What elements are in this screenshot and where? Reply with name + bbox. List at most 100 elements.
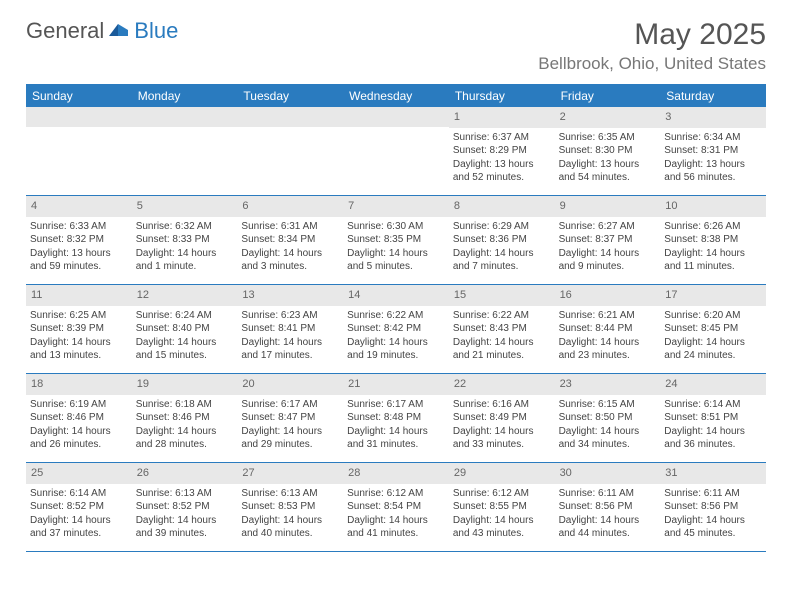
sunset-line: Sunset: 8:34 PM: [241, 233, 339, 247]
day-cell: 29 Sunrise: 6:12 AMSunset: 8:55 PMDayligh…: [449, 463, 555, 551]
day-info: Sunrise: 6:26 AMSunset: 8:38 PMDaylight:…: [664, 220, 762, 274]
daylight-line: Daylight: 14 hours and 19 minutes.: [347, 336, 445, 363]
sunset-line: Sunset: 8:48 PM: [347, 411, 445, 425]
day-number: 18: [26, 374, 132, 395]
daylight-line: Daylight: 14 hours and 43 minutes.: [453, 514, 551, 541]
week-row: 1Sunrise: 6:37 AMSunset: 8:29 PMDaylight…: [26, 107, 766, 196]
day-number: 1: [449, 107, 555, 128]
sunrise-line: Sunrise: 6:33 AM: [30, 220, 128, 234]
day-number: 28: [343, 463, 449, 484]
week-row: 4Sunrise: 6:33 AMSunset: 8:32 PMDaylight…: [26, 196, 766, 285]
sunrise-line: Sunrise: 6:25 AM: [30, 309, 128, 323]
day-cell: 14Sunrise: 6:22 AMSunset: 8:42 PMDayligh…: [343, 285, 449, 373]
day-cell: [237, 107, 343, 195]
day-number: 4: [26, 196, 132, 217]
location-text: Bellbrook, Ohio, United States: [538, 54, 766, 74]
day-cell: 9Sunrise: 6:27 AMSunset: 8:37 PMDaylight…: [555, 196, 661, 284]
day-info: Sunrise: 6:32 AMSunset: 8:33 PMDaylight:…: [136, 220, 234, 274]
day-cell: 4 Sunrise: 6:33 AMSunset: 8:32 PMDaylight…: [26, 196, 132, 284]
day-cell: 15Sunrise: 6:22 AMSunset: 8:43 PMDayligh…: [449, 285, 555, 373]
sunrise-line: Sunrise: 6:30 AM: [347, 220, 445, 234]
day-info: Sunrise: 6:33 AMSunset: 8:32 PMDaylight:…: [30, 220, 128, 274]
sunrise-line: Sunrise: 6:13 AM: [136, 487, 234, 501]
day-number: 30: [555, 463, 661, 484]
daylight-line: Daylight: 14 hours and 21 minutes.: [453, 336, 551, 363]
sunrise-line: Sunrise: 6:31 AM: [241, 220, 339, 234]
weekday-label: Thursday: [449, 85, 555, 107]
day-number: 21: [343, 374, 449, 395]
sunrise-line: Sunrise: 6:13 AM: [241, 487, 339, 501]
sunrise-line: Sunrise: 6:22 AM: [453, 309, 551, 323]
logo: General Blue: [26, 18, 178, 44]
day-info: Sunrise: 6:12 AMSunset: 8:54 PMDaylight:…: [347, 487, 445, 541]
day-info: Sunrise: 6:14 AMSunset: 8:52 PMDaylight:…: [30, 487, 128, 541]
daylight-line: Daylight: 14 hours and 29 minutes.: [241, 425, 339, 452]
day-info: Sunrise: 6:22 AMSunset: 8:43 PMDaylight:…: [453, 309, 551, 363]
day-cell: 25Sunrise: 6:14 AMSunset: 8:52 PMDayligh…: [26, 463, 132, 551]
day-number: 5: [132, 196, 238, 217]
daylight-line: Daylight: 14 hours and 44 minutes.: [559, 514, 657, 541]
day-cell: 2 Sunrise: 6:35 AMSunset: 8:30 PMDaylight…: [555, 107, 661, 195]
day-cell: 10 Sunrise: 6:26 AMSunset: 8:38 PMDayligh…: [660, 196, 766, 284]
sunset-line: Sunset: 8:56 PM: [664, 500, 762, 514]
day-info: Sunrise: 6:13 AMSunset: 8:53 PMDaylight:…: [241, 487, 339, 541]
day-info: Sunrise: 6:15 AMSunset: 8:50 PMDaylight:…: [559, 398, 657, 452]
day-cell: 1Sunrise: 6:37 AMSunset: 8:29 PMDaylight…: [449, 107, 555, 195]
sunset-line: Sunset: 8:44 PM: [559, 322, 657, 336]
day-info: Sunrise: 6:11 AMSunset: 8:56 PMDaylight:…: [664, 487, 762, 541]
day-number: 12: [132, 285, 238, 306]
sunset-line: Sunset: 8:40 PM: [136, 322, 234, 336]
daylight-line: Daylight: 14 hours and 7 minutes.: [453, 247, 551, 274]
day-cell: 30 Sunrise: 6:11 AMSunset: 8:56 PMDayligh…: [555, 463, 661, 551]
day-info: Sunrise: 6:35 AMSunset: 8:30 PMDaylight:…: [559, 131, 657, 185]
logo-text-blue: Blue: [134, 18, 178, 44]
day-cell: 28 Sunrise: 6:12 AMSunset: 8:54 PMDayligh…: [343, 463, 449, 551]
day-cell: 11Sunrise: 6:25 AMSunset: 8:39 PMDayligh…: [26, 285, 132, 373]
day-number: 22: [449, 374, 555, 395]
daylight-line: Daylight: 14 hours and 26 minutes.: [30, 425, 128, 452]
calendar-grid: SundayMondayTuesdayWednesdayThursdayFrid…: [26, 84, 766, 552]
sunrise-line: Sunrise: 6:34 AM: [664, 131, 762, 145]
day-number: 27: [237, 463, 343, 484]
day-number: 3: [660, 107, 766, 128]
daylight-line: Daylight: 14 hours and 24 minutes.: [664, 336, 762, 363]
sunset-line: Sunset: 8:33 PM: [136, 233, 234, 247]
sunset-line: Sunset: 8:42 PM: [347, 322, 445, 336]
sunrise-line: Sunrise: 6:14 AM: [664, 398, 762, 412]
day-info: Sunrise: 6:13 AMSunset: 8:52 PMDaylight:…: [136, 487, 234, 541]
daylight-line: Daylight: 13 hours and 56 minutes.: [664, 158, 762, 185]
day-number: 16: [555, 285, 661, 306]
sunset-line: Sunset: 8:56 PM: [559, 500, 657, 514]
sunset-line: Sunset: 8:50 PM: [559, 411, 657, 425]
sunrise-line: Sunrise: 6:19 AM: [30, 398, 128, 412]
daylight-line: Daylight: 14 hours and 45 minutes.: [664, 514, 762, 541]
sunrise-line: Sunrise: 6:17 AM: [347, 398, 445, 412]
day-info: Sunrise: 6:11 AMSunset: 8:56 PMDaylight:…: [559, 487, 657, 541]
day-cell: 8Sunrise: 6:29 AMSunset: 8:36 PMDaylight…: [449, 196, 555, 284]
day-number: 17: [660, 285, 766, 306]
daylight-line: Daylight: 14 hours and 36 minutes.: [664, 425, 762, 452]
day-info: Sunrise: 6:23 AMSunset: 8:41 PMDaylight:…: [241, 309, 339, 363]
day-cell: 5 Sunrise: 6:32 AMSunset: 8:33 PMDaylight…: [132, 196, 238, 284]
daylight-line: Daylight: 14 hours and 37 minutes.: [30, 514, 128, 541]
sunset-line: Sunset: 8:43 PM: [453, 322, 551, 336]
sunset-line: Sunset: 8:32 PM: [30, 233, 128, 247]
sunrise-line: Sunrise: 6:11 AM: [664, 487, 762, 501]
empty-day-number: [26, 107, 132, 127]
day-number: 10: [660, 196, 766, 217]
sunset-line: Sunset: 8:30 PM: [559, 144, 657, 158]
sunrise-line: Sunrise: 6:12 AM: [453, 487, 551, 501]
day-cell: 17 Sunrise: 6:20 AMSunset: 8:45 PMDayligh…: [660, 285, 766, 373]
daylight-line: Daylight: 14 hours and 33 minutes.: [453, 425, 551, 452]
day-cell: [132, 107, 238, 195]
day-info: Sunrise: 6:22 AMSunset: 8:42 PMDaylight:…: [347, 309, 445, 363]
day-info: Sunrise: 6:21 AMSunset: 8:44 PMDaylight:…: [559, 309, 657, 363]
day-number: 31: [660, 463, 766, 484]
day-number: 2: [555, 107, 661, 128]
day-info: Sunrise: 6:12 AMSunset: 8:55 PMDaylight:…: [453, 487, 551, 541]
logo-text-general: General: [26, 18, 104, 44]
day-number: 29: [449, 463, 555, 484]
sunrise-line: Sunrise: 6:35 AM: [559, 131, 657, 145]
daylight-line: Daylight: 14 hours and 5 minutes.: [347, 247, 445, 274]
day-info: Sunrise: 6:20 AMSunset: 8:45 PMDaylight:…: [664, 309, 762, 363]
